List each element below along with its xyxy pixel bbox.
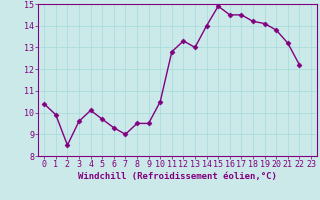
X-axis label: Windchill (Refroidissement éolien,°C): Windchill (Refroidissement éolien,°C) (78, 172, 277, 181)
